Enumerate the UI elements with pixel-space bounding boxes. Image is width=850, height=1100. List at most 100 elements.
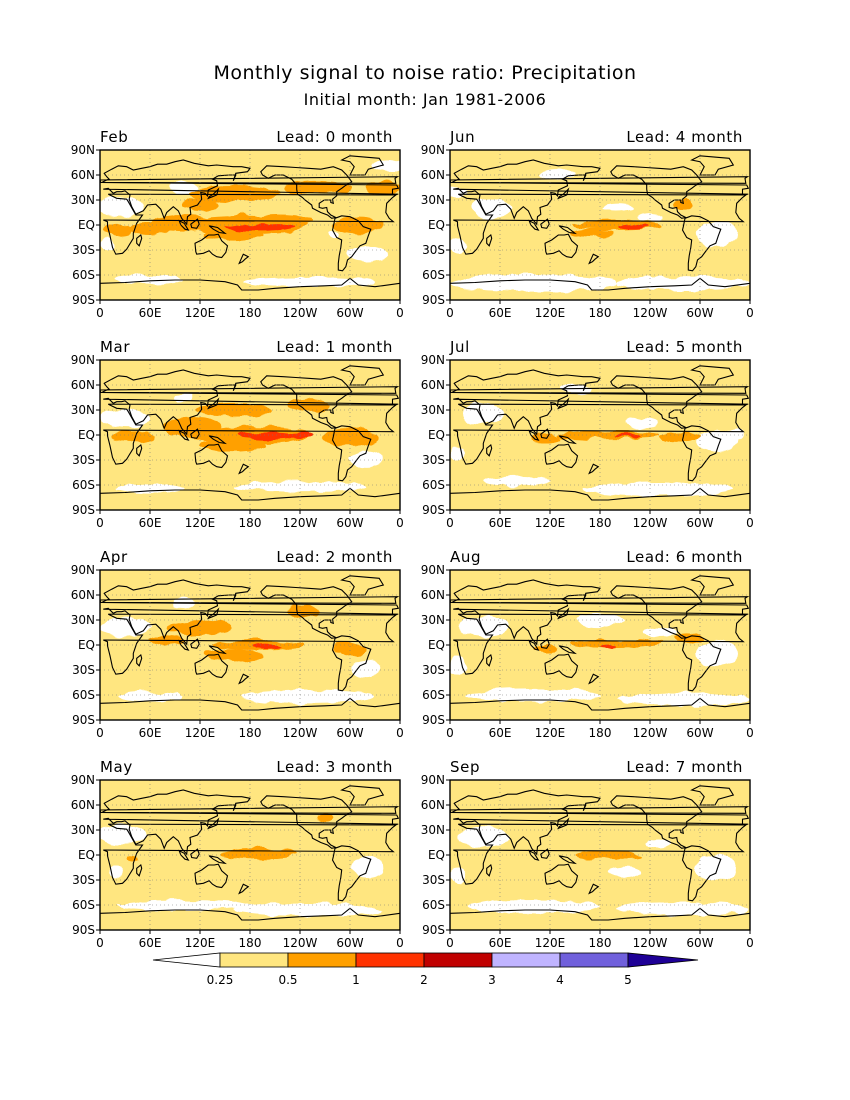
panel-lead: Lead: 1 month <box>276 338 393 356</box>
coastline <box>557 607 570 620</box>
coastline <box>207 187 220 200</box>
coastline <box>486 234 493 247</box>
y-tick-label: 90N <box>421 353 445 367</box>
coastline <box>486 654 493 667</box>
y-tick-label: 60N <box>71 798 95 812</box>
coastline <box>207 397 220 410</box>
x-tick-label: 0 <box>446 726 454 740</box>
map-area <box>100 780 400 930</box>
coastline <box>557 187 570 200</box>
y-tick-label: 90N <box>421 773 445 787</box>
y-tick-label: EQ <box>78 638 95 652</box>
y-tick-label: 30S <box>72 873 95 887</box>
coastline <box>207 607 220 620</box>
low-signal-patch <box>110 865 124 879</box>
y-tick-label: 60N <box>71 168 95 182</box>
coastline <box>588 883 600 895</box>
coastline <box>544 653 579 679</box>
x-tick-label: 120W <box>633 936 668 950</box>
coastline <box>238 253 250 265</box>
coastline <box>101 369 400 436</box>
coastlines <box>100 365 400 510</box>
y-tick-label: 60N <box>421 378 445 392</box>
x-tick-label: 60W <box>686 726 713 740</box>
coastline <box>558 435 577 445</box>
x-tick-label: 0 <box>446 306 454 320</box>
coastline <box>136 234 143 247</box>
y-tick-label: 90N <box>71 353 95 367</box>
low-signal-patch <box>370 158 400 172</box>
x-tick-label: 120W <box>283 726 318 740</box>
coastline <box>340 365 385 386</box>
coastline <box>588 463 600 475</box>
coastline <box>190 638 200 649</box>
coastline <box>610 795 703 849</box>
x-tick-label: 120W <box>283 936 318 950</box>
signal-0.5-1-patch <box>220 848 296 859</box>
coastline <box>544 863 579 889</box>
coastline <box>190 848 200 859</box>
signal-0.5-1-patch <box>316 813 334 822</box>
y-tick-label: 90N <box>421 143 445 157</box>
signal-0.5-1-patch <box>366 180 400 195</box>
x-tick-label: 180 <box>589 726 612 740</box>
signal-0.5-1-patch <box>287 605 321 619</box>
signal-1-2-patch <box>618 224 649 230</box>
signal-0.5-1-patch <box>183 197 217 211</box>
y-tick-label: 30S <box>422 243 445 257</box>
coastlines <box>100 575 400 720</box>
coastline <box>260 585 353 639</box>
low-signal-patch <box>350 451 384 469</box>
signal-1-2-patch <box>262 224 296 230</box>
coastline <box>610 165 703 219</box>
coastline <box>528 429 540 441</box>
signal-0.5-1-patch <box>333 642 367 656</box>
gridlines <box>450 780 750 930</box>
panel-lead: Lead: 2 month <box>276 548 393 566</box>
x-tick-label: 180 <box>239 516 262 530</box>
low-signal-patch <box>451 446 466 461</box>
y-tick-label: 30N <box>71 823 95 837</box>
y-tick-label: 30S <box>72 453 95 467</box>
x-tick-label: 180 <box>239 936 262 950</box>
map-area <box>450 150 750 300</box>
colorbar-bin <box>491 952 561 968</box>
coastline <box>610 585 703 639</box>
coastlines <box>450 365 750 510</box>
colorbar-tick-label: 0.5 <box>278 973 297 987</box>
y-tick-label: 60N <box>421 798 445 812</box>
x-tick-label: 180 <box>239 726 262 740</box>
field-below-0.25 <box>450 170 750 292</box>
signal-0.5-1-patch <box>608 855 642 860</box>
map-area <box>450 360 750 510</box>
coastline <box>101 579 400 646</box>
map-area <box>100 570 400 720</box>
panel-month: Apr <box>100 548 128 566</box>
panel-month: Aug <box>450 548 481 566</box>
coastline <box>331 845 372 902</box>
y-tick-label: 30N <box>421 613 445 627</box>
y-tick-label: 90N <box>71 773 95 787</box>
y-tick-label: 90S <box>72 923 95 937</box>
signal-0.5-1-patch <box>533 645 559 653</box>
coastline <box>238 883 250 895</box>
colorbar-tick-label: 4 <box>556 973 564 987</box>
y-tick-label: 60S <box>422 898 445 912</box>
coastline <box>681 845 722 902</box>
colorbar-bin <box>423 952 493 968</box>
low-signal-patch <box>116 900 251 910</box>
field-signal <box>570 199 694 238</box>
coastline <box>540 848 550 859</box>
coastline <box>331 425 372 482</box>
y-tick-label: 90S <box>422 923 445 937</box>
signal-1-2-patch <box>600 644 617 648</box>
x-tick-label: 120W <box>283 306 318 320</box>
coastline <box>100 907 400 930</box>
coastline <box>558 645 577 655</box>
coastline <box>238 463 250 475</box>
coastline <box>190 428 200 439</box>
coastline <box>103 823 398 885</box>
panel-lead: Lead: 4 month <box>626 128 743 146</box>
x-tick-label: 120W <box>633 726 668 740</box>
